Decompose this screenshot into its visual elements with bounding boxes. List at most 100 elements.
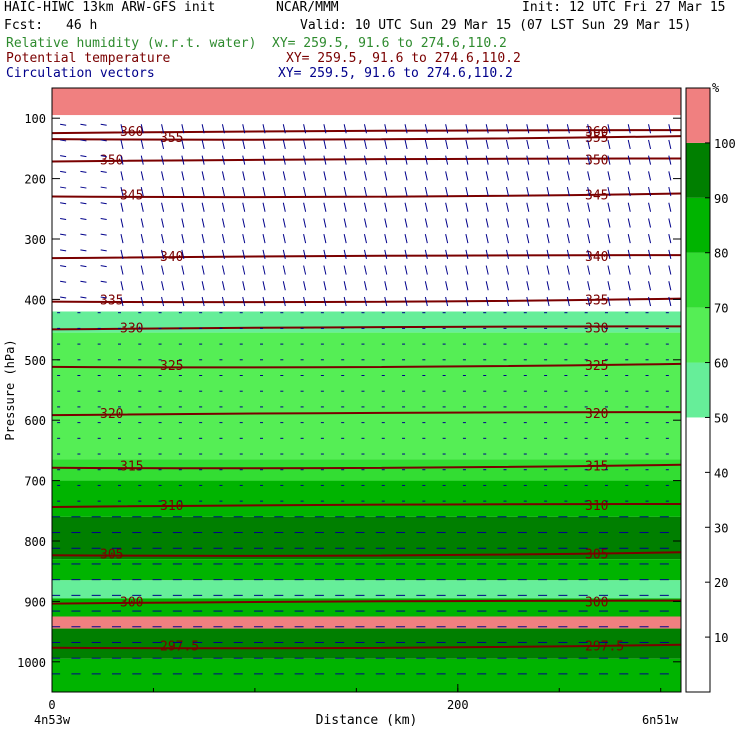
circulation-vector <box>140 155 144 165</box>
circulation-vector <box>181 139 185 150</box>
circulation-vector <box>343 296 347 307</box>
circulation-vector <box>465 249 469 259</box>
circulation-vector <box>120 124 124 134</box>
circulation-vector <box>323 281 327 291</box>
circulation-vector <box>140 202 144 212</box>
circulation-vector <box>465 171 469 181</box>
circulation-vector <box>242 249 246 259</box>
theta-contour-line <box>52 551 681 557</box>
plot-title: HAIC-HIWC 13km ARW-GFS init <box>4 0 216 15</box>
circulation-vector <box>262 124 266 134</box>
theta-contour-line <box>52 362 681 369</box>
circulation-vector <box>668 218 672 228</box>
circulation-vector <box>627 171 631 181</box>
circulation-vector <box>120 249 124 259</box>
circulation-vector <box>424 218 428 228</box>
circulation-vector <box>343 249 347 259</box>
circulation-vector <box>303 265 307 275</box>
circulation-vector <box>384 155 388 165</box>
circulation-vector <box>161 139 165 150</box>
circulation-vector <box>526 281 530 291</box>
circulation-vector <box>221 155 225 165</box>
circulation-vector <box>140 124 144 134</box>
theta-contour-line <box>52 599 681 605</box>
circulation-vector <box>384 218 388 228</box>
circulation-vector <box>445 124 449 134</box>
circulation-vector <box>627 234 631 244</box>
circulation-vector <box>140 186 144 197</box>
circulation-vector <box>546 218 550 228</box>
circulation-vector <box>343 281 347 291</box>
circulation-vector <box>242 296 246 307</box>
circulation-vector <box>161 155 165 165</box>
theta-contour-label: 330 <box>120 321 143 336</box>
circulation-vector <box>648 124 652 134</box>
circulation-vector <box>546 155 550 165</box>
circulation-vector <box>404 249 408 259</box>
circulation-vector <box>161 296 165 307</box>
circulation-vector <box>80 265 87 268</box>
circulation-vector <box>465 155 469 165</box>
circulation-vector <box>445 202 449 212</box>
theta-contour-line <box>52 192 681 199</box>
circulation-vector <box>648 202 652 212</box>
circulation-vector <box>384 296 388 307</box>
circulation-vector <box>526 249 530 259</box>
y-tick-label: 400 <box>24 293 46 307</box>
circulation-vector <box>424 265 428 275</box>
circulation-vector <box>181 155 185 165</box>
circulation-vector <box>262 234 266 244</box>
circulation-vector <box>526 202 530 212</box>
circulation-vector <box>303 155 307 165</box>
circulation-vector <box>404 218 408 228</box>
circulation-vector <box>343 171 347 181</box>
circulation-vector <box>668 186 672 197</box>
circulation-vector <box>140 281 144 291</box>
circulation-vector <box>546 202 550 212</box>
circulation-vector <box>465 202 469 212</box>
circulation-vector <box>485 124 489 134</box>
field-rh-xy: XY= 259.5, 91.6 to 274.6,110.2 <box>272 36 507 51</box>
theta-contour-label: 335 <box>585 294 608 309</box>
circulation-vector <box>668 124 672 134</box>
circulation-vector <box>526 234 530 244</box>
circulation-vector <box>627 281 631 291</box>
circulation-vector <box>242 171 246 181</box>
circulation-vector <box>384 186 388 197</box>
circulation-vector <box>100 202 107 205</box>
circulation-vector <box>485 202 489 212</box>
circulation-vector <box>262 186 266 197</box>
circulation-vector <box>181 171 185 181</box>
circulation-vector <box>262 265 266 275</box>
circulation-vector <box>648 281 652 291</box>
circulation-vector <box>120 234 124 244</box>
circulation-vector <box>648 139 652 150</box>
circulation-vector <box>587 139 591 150</box>
circulation-vector <box>587 281 591 291</box>
circulation-vector <box>445 281 449 291</box>
circulation-vector <box>323 234 327 244</box>
circulation-vector <box>566 171 570 181</box>
circulation-vector <box>587 155 591 165</box>
circulation-vector <box>445 139 449 150</box>
circulation-vector <box>80 296 87 299</box>
colorbar-bin <box>686 88 710 143</box>
circulation-vector <box>424 234 428 244</box>
y-tick-label: 600 <box>24 414 46 428</box>
circulation-vector <box>262 296 266 307</box>
circulation-vector <box>506 296 509 307</box>
circulation-vector <box>343 155 347 165</box>
circulation-vector <box>100 155 107 158</box>
theta-contour-label: 297.5 <box>160 640 199 655</box>
circulation-vectors <box>52 123 672 675</box>
circulation-vector <box>60 170 67 173</box>
y-tick-label: 700 <box>24 475 46 489</box>
circulation-vector <box>445 265 449 275</box>
circulation-vector <box>465 218 469 228</box>
circulation-vector <box>506 155 509 165</box>
circulation-vector <box>60 123 67 126</box>
circulation-vector <box>221 249 225 259</box>
circulation-vector <box>526 218 530 228</box>
circulation-vector <box>445 186 449 197</box>
